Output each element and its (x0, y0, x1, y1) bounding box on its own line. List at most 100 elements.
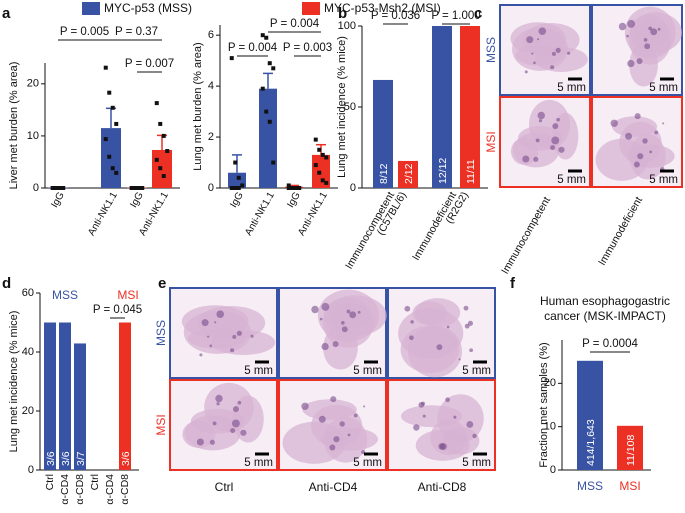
y-tick-label: 10 (544, 421, 556, 433)
y-axis-label: Fraction met samples (%) (538, 342, 550, 467)
bar (59, 322, 71, 470)
y-tick-label: 50 (344, 101, 356, 113)
row-label: MSI (154, 414, 168, 435)
data-point (165, 149, 170, 154)
x-tick-label: Immunodeficient (410, 190, 459, 263)
data-point (267, 119, 272, 124)
tissue-spot (654, 130, 659, 135)
tissue-spot (648, 26, 653, 31)
p-value: P = 0.003 (283, 42, 332, 54)
scale-label: 5 mm (462, 457, 491, 469)
scale-label: 5 mm (353, 365, 382, 377)
y-tick-label: 0 (350, 182, 356, 194)
tissue-spot (329, 444, 336, 451)
scale-label: 5 mm (649, 174, 678, 186)
legend-label: MYC-p53 (MSS) (104, 1, 192, 15)
y-axis-label: Lung met incidence (% mice) (8, 311, 20, 453)
x-tick-label: Anti-NK1.1 (243, 190, 277, 238)
y-tick-label: 20 (27, 78, 39, 90)
tissue (323, 326, 358, 370)
y-tick-label: 40 (22, 346, 34, 358)
tissue (612, 116, 658, 137)
tissue (510, 137, 539, 165)
tissue-spot (230, 348, 235, 353)
tissue-spot (321, 342, 329, 351)
y-tick-label: 0 (28, 464, 34, 476)
data-point (233, 160, 238, 165)
tissue-spot (552, 123, 559, 130)
tissue (400, 405, 463, 428)
tissue-spot (341, 321, 345, 325)
row-label: MSS (154, 320, 168, 346)
tissue-spot (633, 161, 640, 168)
tissue (415, 298, 461, 327)
tissue-spot (349, 311, 357, 319)
bar (432, 26, 452, 188)
bar (119, 322, 131, 470)
p-value: P = 0.004 (270, 18, 320, 30)
tissue-spot (301, 402, 309, 411)
data-point (54, 186, 59, 190)
tissue (552, 112, 579, 160)
tissue-spot (531, 52, 534, 55)
legend-swatch (82, 2, 100, 15)
tissue-spot (409, 335, 414, 341)
tissue-spot (551, 136, 560, 145)
x-tick-label: IgG (49, 190, 67, 210)
tissue (629, 43, 658, 87)
count-label: 0/6 (90, 451, 102, 466)
tissue-spot (196, 438, 204, 446)
legend-swatch (302, 2, 320, 15)
chart-title: cancer (MSK-IMPACT) (544, 309, 666, 323)
tissue-spot (339, 421, 345, 427)
tissue-spot (642, 138, 648, 144)
tissue-spot (311, 305, 319, 314)
tissue-spot (332, 341, 339, 348)
bar (398, 160, 418, 188)
data-point (271, 66, 276, 71)
data-point (297, 186, 302, 190)
tissue-spot (463, 305, 469, 311)
tissue-spot (341, 326, 348, 333)
data-point (110, 166, 115, 171)
x-tick-label: IgG (228, 190, 246, 210)
y-axis-label: Lung met incidence (% mice) (336, 36, 348, 178)
count-label: 11/11 (465, 159, 477, 184)
data-point (313, 137, 318, 142)
tissue-spot (231, 419, 240, 428)
y-axis-label: Lung met burden (% area) (192, 42, 204, 170)
data-point (264, 109, 269, 114)
tissue-spot (636, 58, 643, 65)
data-point (154, 101, 159, 106)
x-tick-label: IgG (128, 190, 146, 210)
tissue-spot (556, 117, 560, 122)
data-point (57, 186, 62, 190)
tissue-spot (422, 414, 426, 418)
x-tick-label: α-CD4 (59, 474, 71, 505)
count-label: 8/12 (378, 163, 390, 184)
data-point (286, 183, 291, 188)
count-label: 11/108 (625, 435, 637, 466)
data-point (320, 152, 325, 157)
x-tick-label: α-CD4 (104, 474, 116, 505)
legend-label: MYC-p53-Msh2 (MSI) (324, 1, 441, 15)
bar (460, 26, 480, 188)
tissue-spot (212, 421, 217, 426)
y-tick-label: 20 (22, 405, 34, 417)
tissue-spot (649, 150, 653, 154)
x-tick-label: MSI (619, 479, 640, 493)
bar (617, 425, 643, 470)
tissue-spot (555, 47, 561, 53)
data-point (233, 186, 238, 190)
tissue-spot (524, 70, 528, 74)
data-point (50, 186, 55, 190)
data-point (324, 155, 329, 160)
p-value: P = 0.0004 (582, 338, 638, 350)
data-point (236, 175, 241, 180)
tissue-spot (250, 334, 254, 338)
tissue-spot (215, 394, 223, 403)
col-label: Immunodeficient (596, 195, 645, 268)
tissue-spot (418, 401, 425, 408)
bar (44, 322, 56, 470)
